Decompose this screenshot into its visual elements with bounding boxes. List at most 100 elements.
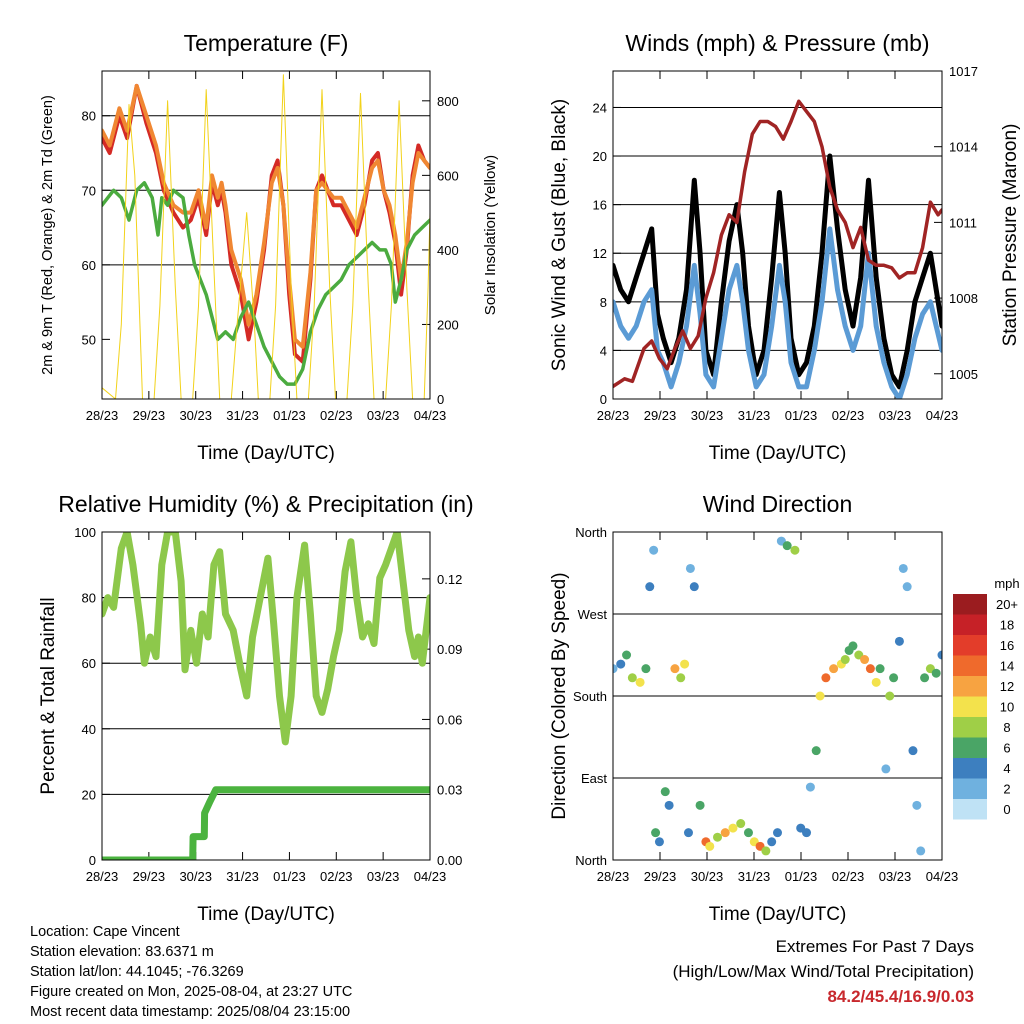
direction-point — [616, 659, 626, 669]
x-tick-label: 29/23 — [644, 408, 677, 423]
y-axis-label: Direction (Colored By Speed) — [549, 572, 570, 819]
x-tick-label: 29/23 — [133, 869, 166, 884]
direction-point — [805, 782, 815, 792]
legend-swatch — [953, 717, 987, 738]
legend-swatch — [953, 737, 987, 758]
direction-point — [790, 545, 800, 555]
direction-point — [931, 668, 941, 678]
direction-point — [635, 677, 645, 687]
legend-swatch — [953, 655, 987, 676]
y-right-tick-label: 1011 — [949, 215, 977, 230]
direction-point — [680, 659, 690, 669]
chart-title: Winds (mph) & Pressure (mb) — [625, 30, 929, 56]
x-tick-label: 04/23 — [414, 869, 447, 884]
direction-point — [908, 746, 918, 756]
x-tick-label: 28/23 — [597, 869, 630, 884]
x-tick-label: 02/23 — [832, 408, 865, 423]
y-right-axis-label: Station Pressure (Maroon) — [1000, 124, 1021, 347]
series-solar-insolation — [102, 74, 430, 399]
direction-point — [902, 582, 912, 592]
y-tick-label: 70 — [82, 183, 96, 198]
x-tick-label: 31/23 — [738, 869, 771, 884]
y-right-tick-label: 1014 — [949, 140, 978, 155]
recent-text: Most recent data timestamp: 2025/08/04 2… — [30, 1004, 351, 1020]
direction-point — [894, 636, 904, 646]
y-tick-label: 16 — [593, 198, 607, 213]
y-right-axis-label: Solar Insolation (Yellow) — [482, 155, 499, 315]
y-tick-label: 20 — [593, 149, 607, 164]
y-tick-label: 12 — [593, 246, 607, 261]
legend-label: 4 — [1003, 761, 1010, 776]
direction-point — [881, 764, 891, 774]
legend-label: 14 — [1000, 659, 1014, 674]
legend-label: 18 — [1000, 618, 1014, 633]
series-relative-humidity — [102, 532, 430, 746]
plot-frame — [101, 531, 431, 861]
direction-point — [720, 828, 730, 838]
direction-point — [627, 673, 637, 683]
panel-2: 0 4 8 12 16 20 24 1005 1008 1011 1014 1017 28/23 29/2… — [549, 30, 1021, 464]
y-tick-label: 8 — [600, 295, 607, 310]
y-axis-label: 2m & 9m T (Red, Orange) & 2m Td (Green) — [40, 95, 56, 375]
x-tick-label: 30/23 — [691, 408, 724, 423]
y-tick-label: 24 — [593, 100, 607, 115]
chart-title: Relative Humidity (%) & Precipitation (i… — [58, 491, 473, 517]
direction-point — [898, 563, 908, 573]
direction-point — [865, 664, 875, 674]
direction-point — [871, 677, 881, 687]
x-axis-label: Time (Day/UTC) — [197, 904, 335, 925]
legend-swatch — [953, 614, 987, 635]
y-tick-label: North — [575, 525, 607, 540]
y-tick-label: 80 — [82, 591, 96, 606]
direction-point — [912, 800, 922, 810]
y-right-tick-label: 1008 — [949, 291, 978, 306]
x-tick-label: 31/23 — [226, 408, 259, 423]
legend-swatch — [953, 594, 987, 615]
legend-label: 6 — [1003, 741, 1010, 756]
elevation-text: Station elevation: 83.6371 m — [30, 944, 214, 960]
y-tick-label: 50 — [82, 332, 96, 347]
direction-point — [840, 655, 850, 665]
series-group — [613, 536, 942, 856]
x-tick-label: 30/23 — [179, 408, 212, 423]
x-tick-label: 01/23 — [785, 869, 818, 884]
y-tick-label: 60 — [82, 656, 96, 671]
y-right-tick-label: 0 — [437, 392, 444, 407]
x-tick-label: 02/23 — [320, 869, 353, 884]
panel-3: 0 20 40 60 80 100 0.00 0.03 0.06 0.09 0.12 28/23 29/… — [38, 491, 474, 925]
direction-point — [664, 800, 674, 810]
x-tick-label: 03/23 — [879, 869, 912, 884]
x-tick-label: 01/23 — [273, 408, 306, 423]
direction-point — [683, 828, 693, 838]
y-right-tick-label: 600 — [437, 168, 459, 183]
x-tick-label: 28/23 — [86, 869, 119, 884]
y-right-tick-label: 0.12 — [437, 572, 462, 587]
x-tick-label: 31/23 — [738, 408, 771, 423]
y-tick-label: North — [575, 853, 607, 868]
y-tick-label: 20 — [82, 787, 96, 802]
x-tick-label: 31/23 — [226, 869, 259, 884]
chart-title: Wind Direction — [703, 491, 853, 517]
y-right-tick-label: 0.00 — [437, 853, 462, 868]
x-axis-label: Time (Day/UTC) — [709, 904, 847, 925]
direction-point — [645, 582, 655, 592]
direction-point — [641, 664, 651, 674]
direction-point — [728, 823, 738, 833]
direction-point — [651, 828, 661, 838]
direction-point — [743, 828, 753, 838]
legend-label: 8 — [1003, 720, 1010, 735]
direction-point — [811, 746, 821, 756]
y-tick-label: East — [581, 771, 607, 786]
legend-swatch — [953, 635, 987, 656]
series-sonic-wind — [613, 226, 942, 399]
extremes-block: Extremes For Past 7 Days (High/Low/Max W… — [673, 934, 974, 1009]
y-axis-label: Percent & Total Rainfall — [38, 597, 59, 794]
y-tick-label: 100 — [74, 525, 96, 540]
direction-point — [782, 541, 792, 551]
direction-point — [767, 837, 777, 847]
plot-frame — [612, 70, 943, 400]
legend-label: 20+ — [996, 597, 1018, 612]
y-tick-label: South — [573, 689, 607, 704]
legend-label: 2 — [1003, 782, 1010, 797]
